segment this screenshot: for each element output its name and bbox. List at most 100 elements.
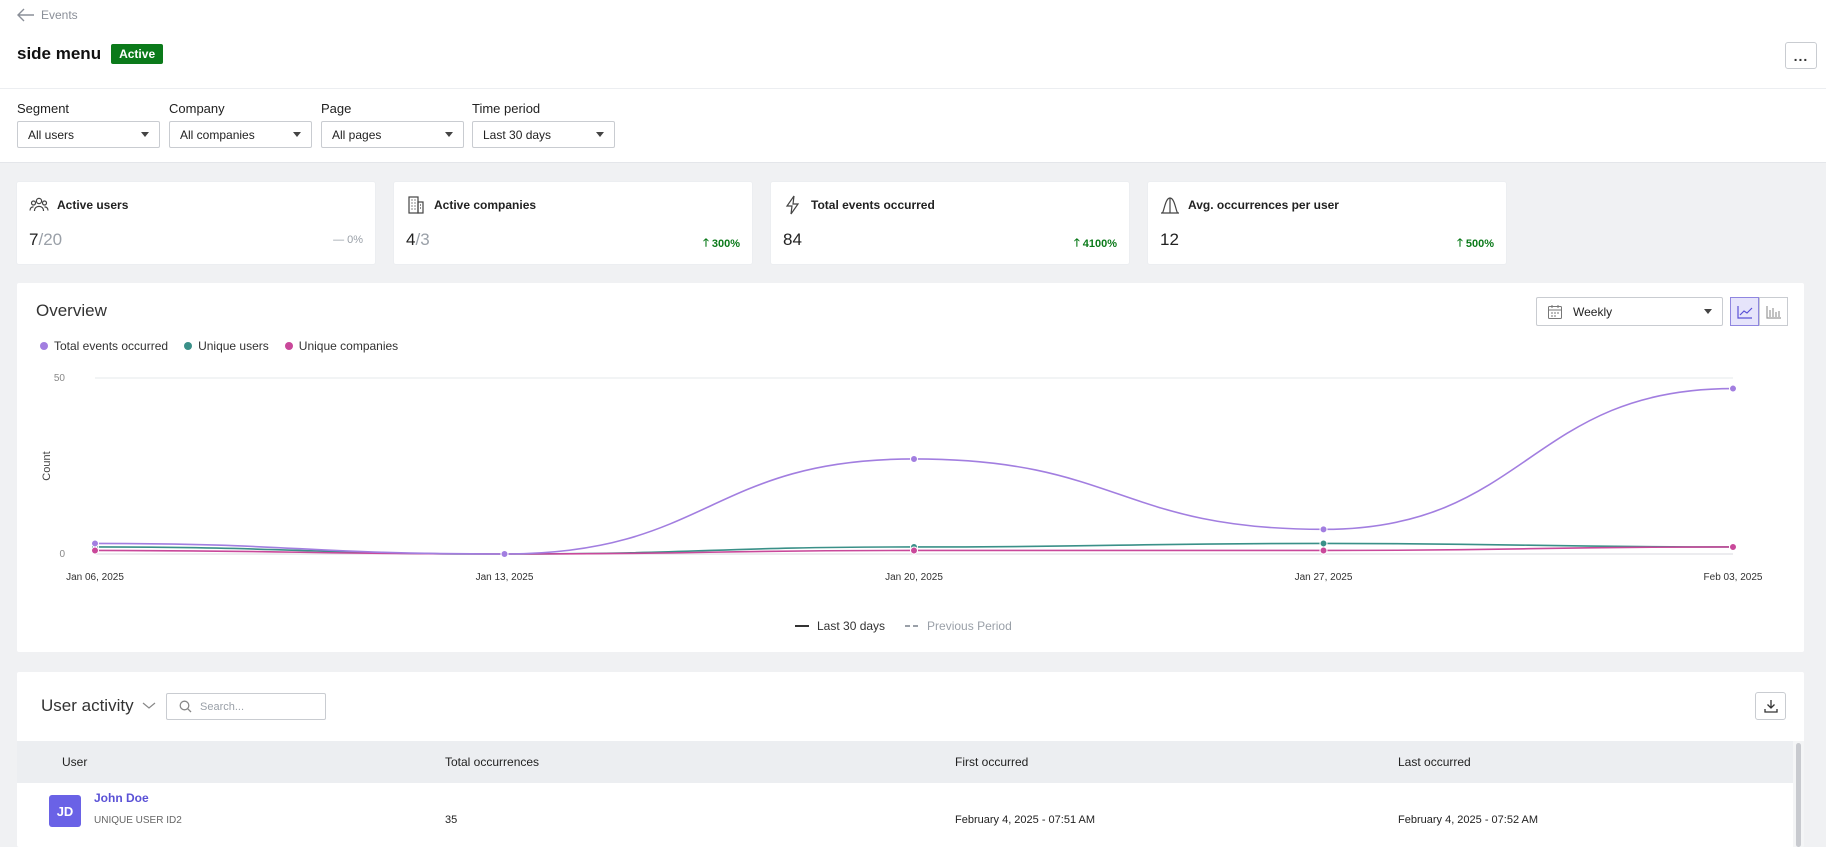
distribution-icon: [1161, 197, 1179, 214]
period-legend: Last 30 days Previous Period: [795, 619, 1012, 633]
legend-item-total-events: Total events occurred: [40, 339, 168, 353]
download-button[interactable]: [1755, 692, 1786, 720]
legend-dot: [284, 342, 293, 350]
bolt-icon: [785, 195, 800, 215]
filter-bar: Segment All users Company All companies …: [0, 88, 1826, 163]
search-input[interactable]: Search...: [166, 693, 326, 720]
x-tick-label: Jan 13, 2025: [476, 572, 534, 583]
user-name-link[interactable]: John Doe: [94, 791, 149, 805]
total-occurrences-cell: 35: [445, 814, 458, 826]
time-period-select[interactable]: Last 30 days: [472, 121, 615, 148]
more-options-button[interactable]: ...: [1785, 42, 1817, 69]
legend-label: Total events occurred: [54, 339, 169, 353]
arrow-left-icon: [17, 8, 34, 22]
more-icon: ...: [1793, 47, 1809, 64]
table-scrollbar[interactable]: [1793, 741, 1804, 847]
column-header-user[interactable]: User: [62, 755, 88, 769]
series-line: [94, 387, 1734, 555]
dashed-line-icon: [905, 625, 920, 627]
legend-item-unique-companies: Unique companies: [284, 339, 399, 353]
bar-chart-button[interactable]: [1759, 297, 1788, 326]
legend-item-unique-users: Unique users: [184, 339, 269, 353]
page-select[interactable]: All pages: [321, 121, 464, 148]
period-current-label: Last 30 days: [817, 619, 886, 633]
page-filter-label: Page: [321, 101, 352, 116]
column-header-last[interactable]: Last occurred: [1398, 755, 1471, 769]
chevron-down-icon: [293, 132, 301, 137]
metric-label: Active users: [57, 198, 129, 212]
metric-delta: 🡑 300%: [703, 234, 740, 253]
data-point: [500, 550, 509, 558]
data-point: [1319, 546, 1328, 555]
legend-dot: [184, 342, 193, 350]
line-chart-icon: [1736, 305, 1752, 319]
y-tick-label: 50: [54, 373, 66, 384]
metric-denominator: /3: [415, 230, 430, 249]
interval-select[interactable]: Weekly: [1536, 297, 1723, 326]
user-activity-title-label: User activity: [41, 696, 134, 715]
period-current: Last 30 days: [795, 619, 885, 633]
segment-filter-label: Segment: [17, 101, 70, 116]
company-select[interactable]: All companies: [169, 121, 312, 148]
metric-delta-value: 4100%: [1082, 237, 1117, 250]
time-period-filter-label: Time period: [472, 101, 541, 116]
dash-icon: —: [333, 234, 345, 246]
metric-delta-value: 300%: [711, 237, 740, 250]
line-chart-button[interactable]: [1730, 297, 1759, 326]
y-tick-label: 0: [59, 549, 65, 560]
metric-delta-value: 0%: [347, 234, 363, 246]
company-filter: Company All companies: [169, 101, 312, 148]
page-header: Events side menu Active ...: [0, 0, 1826, 88]
legend-label: Unique companies: [298, 339, 399, 353]
page-title: side menu: [17, 44, 102, 63]
time-period-filter: Time period Last 30 days: [472, 101, 615, 148]
x-tick-label: Jan 27, 2025: [1295, 572, 1353, 583]
users-icon: [29, 197, 49, 212]
arrow-up-icon: 🡑: [1457, 237, 1463, 249]
metric-label: Total events occurred: [811, 198, 935, 212]
company-filter-label: Company: [169, 101, 225, 116]
solid-line-icon: [795, 625, 809, 627]
metric-delta: 🡑 4100%: [1074, 234, 1117, 253]
avatar: JD: [49, 795, 81, 827]
segment-select[interactable]: All users: [17, 121, 160, 148]
metric-card-active-companies: Active companies 4/3 🡑 300%: [394, 182, 752, 264]
download-icon: [1763, 700, 1778, 713]
chevron-down-icon: [445, 132, 453, 137]
last-occurred-cell: February 4, 2025 - 07:52 AM: [1398, 814, 1539, 826]
data-point: [910, 454, 918, 463]
first-occurred-cell: February 4, 2025 - 07:51 AM: [955, 814, 1096, 826]
bar-chart-icon: [1765, 305, 1781, 319]
overview-line-chart: 50 0 Count Jan 06, 2025 Jan 13, 2025 Jan 20, …: [41, 373, 1763, 583]
column-header-first[interactable]: First occurred: [955, 755, 1029, 769]
chevron-down-icon: [1704, 309, 1712, 314]
back-link-label: Events: [41, 8, 78, 22]
data-point: [910, 546, 918, 555]
x-tick-label: Jan 06, 2025: [66, 572, 124, 583]
search-placeholder: Search...: [200, 700, 245, 713]
segment-filter: Segment All users: [17, 101, 160, 148]
x-tick-label: Jan 20, 2025: [885, 572, 943, 583]
data-point: [1319, 539, 1328, 548]
legend-dot: [40, 342, 48, 350]
table-row[interactable]: JD John Doe UNIQUE USER ID2 35 February …: [17, 783, 1793, 847]
column-header-total[interactable]: Total occurrences: [445, 755, 540, 769]
chevron-down-icon: [141, 132, 149, 137]
user-activity-title[interactable]: User activity: [41, 696, 156, 716]
legend-label: Unique users: [198, 339, 269, 353]
company-select-value: All companies: [180, 127, 255, 142]
building-icon: [408, 196, 424, 214]
scrollbar-thumb[interactable]: [1796, 743, 1801, 847]
data-point: [91, 539, 99, 548]
metric-card-avg-occurrences: Avg. occurrences per user 12 🡑 500%: [1148, 182, 1506, 264]
back-link[interactable]: Events: [17, 8, 78, 22]
user-id: UNIQUE USER ID2: [94, 815, 182, 826]
data-point: [1729, 384, 1737, 393]
metric-card-active-users: Active users 7/20 —0%: [17, 182, 375, 264]
page-select-value: All pages: [332, 127, 382, 142]
arrow-up-icon: 🡑: [1074, 237, 1080, 249]
x-tick-label: Feb 03, 2025: [1704, 572, 1763, 583]
metric-label: Active companies: [434, 198, 537, 212]
segment-select-value: All users: [28, 127, 75, 142]
metric-value: 4: [406, 230, 416, 249]
